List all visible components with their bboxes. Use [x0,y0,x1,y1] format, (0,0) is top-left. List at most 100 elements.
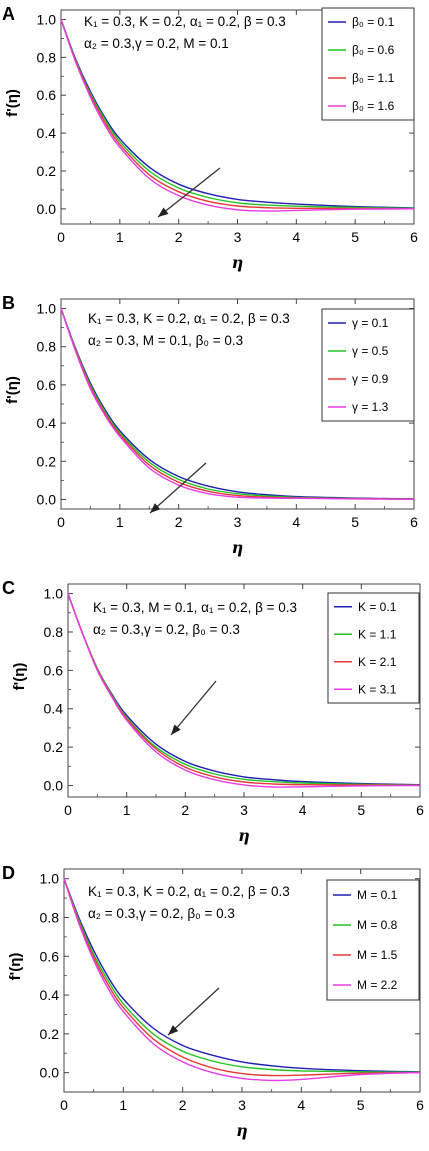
legend-entry: M = 0.8 [357,918,398,932]
y-tick-label: 0.8 [37,339,57,355]
parameter-annotation: α₂ = 0.3,γ = 0.2, M = 0.1 [84,36,229,51]
legend-entry: M = 1.5 [357,948,398,962]
series-line-1 [63,878,421,1073]
series-line-1 [60,308,415,500]
y-tick-label: 0.2 [37,453,57,469]
legend-entry: β₀ = 1.6 [352,99,395,113]
x-axis-label: η [236,1121,248,1140]
y-tick-label: 0.2 [44,739,64,755]
legend-entry: K = 0.1 [358,600,397,614]
legend-box [326,879,420,1001]
parameter-annotation: α₂ = 0.3,γ = 0.2, β₀ = 0.3 [93,622,240,637]
x-tick-label: 6 [410,229,418,245]
x-tick-label: 1 [116,229,124,245]
panel-d: D 0.0 0.2 0.4 0.6 0.8 1.0 0 1 2 3 4 5 6 η f'(η) K₁ = 0.3… [2,863,424,1140]
legend-box [321,308,415,422]
x-tick-label: 2 [175,514,183,530]
y-tick-label: 1.0 [37,301,57,317]
y-tick-label: 0.4 [40,987,60,1003]
y-tick-label: 0.2 [40,1026,60,1042]
x-tick-label: 4 [297,1097,305,1113]
x-tick-label: 0 [57,514,65,530]
legend-entry: β₀ = 0.1 [352,15,395,29]
y-tick-label: 0.4 [37,415,57,431]
y-axis-label: f'(η) [7,953,24,981]
legend-box [327,592,420,704]
y-tick-label: 1.0 [44,586,64,602]
legend-entry: M = 0.1 [357,888,398,902]
x-tick-label: 1 [116,514,124,530]
y-tick-label: 1.0 [37,11,57,27]
x-tick-label: 5 [351,229,359,245]
trend-arrowhead [150,503,161,513]
series-line-1 [60,19,415,209]
y-axis-label: f'(η) [4,376,21,404]
y-tick-label: 0.6 [37,377,57,393]
legend-entry: γ = 0.1 [352,316,389,330]
x-tick-label: 4 [292,514,300,530]
legend: M = 0.1 M = 0.8 M = 1.5 M = 2.2 [326,879,420,1001]
legend-entry: K = 1.1 [358,627,397,641]
trend-arrow [149,462,207,514]
y-axis-label: f'(η) [4,89,21,117]
trend-arrowhead [171,724,181,735]
parameter-annotation: α₂ = 0.3,γ = 0.2, β₀ = 0.3 [88,906,235,921]
legend-entry: β₀ = 1.1 [352,71,395,85]
parameter-annotation: K₁ = 0.3, K = 0.2, α₁ = 0.2, β = 0.3 [88,311,290,326]
trend-arrow [167,987,220,1036]
legend-entry: K = 3.1 [358,682,397,696]
y-tick-label: 0.8 [40,909,60,925]
parameter-annotation: K₁ = 0.3, K = 0.2, α₁ = 0.2, β = 0.3 [84,14,286,29]
x-axis-label: η [232,538,244,557]
series-line-4 [67,593,421,788]
legend: β₀ = 0.1 β₀ = 0.6 β₀ = 1.1 β₀ = 1.6 [321,7,415,121]
legend-entry: γ = 0.5 [352,344,389,358]
x-tick-label: 1 [119,1097,127,1113]
x-tick-label: 5 [357,1097,365,1113]
parameter-annotation: K₁ = 0.3, M = 0.1, α₁ = 0.2, β = 0.3 [93,600,297,615]
legend: γ = 0.1 γ = 0.5 γ = 0.9 γ = 1.3 [321,308,415,422]
x-tick-label: 2 [181,802,189,818]
x-tick-label: 6 [416,802,424,818]
x-tick-label: 5 [357,802,365,818]
x-tick-label: 3 [234,514,242,530]
x-tick-label: 1 [123,802,131,818]
y-tick-label: 0.0 [37,201,57,217]
y-tick-label: 0.8 [44,624,64,640]
panel-a: A 0.0 0.2 0.4 0.6 0.8 1.0 0 1 2 3 4 5 6 η f'(η) K₁ = 0.3… [2,4,418,272]
series-line-3 [63,878,421,1077]
panel-letter: D [2,863,15,883]
panel-letter: A [2,4,15,24]
x-tick-label: 3 [234,229,242,245]
legend-entry: M = 2.2 [357,978,398,992]
x-tick-label: 6 [410,514,418,530]
y-tick-label: 0.0 [37,491,57,507]
legend-entry: γ = 1.3 [352,400,389,414]
y-tick-label: 0.4 [37,125,57,141]
x-tick-label: 4 [299,802,307,818]
x-tick-label: 3 [238,1097,246,1113]
y-tick-label: 0.6 [44,662,64,678]
parameter-annotation: K₁ = 0.3, K = 0.2, α₁ = 0.2, β = 0.3 [88,884,290,899]
legend: K = 0.1 K = 1.1 K = 2.1 K = 3.1 [327,592,420,704]
series-line-4 [60,19,415,212]
y-tick-label: 0.8 [37,49,57,65]
series-line-4 [60,308,415,500]
trend-arrowhead [168,1025,179,1035]
trend-arrow [157,167,221,218]
legend-entry: γ = 0.9 [352,372,389,386]
legend-entry: K = 2.1 [358,655,397,669]
legend-box [321,7,415,121]
parameter-annotation: α₂ = 0.3, M = 0.1, β₀ = 0.3 [88,333,243,348]
x-tick-label: 5 [351,514,359,530]
y-tick-label: 0.0 [40,1065,60,1081]
series-line-2 [60,19,415,209]
panel-letter: B [2,293,15,313]
y-tick-label: 0.2 [37,163,57,179]
y-tick-label: 0.0 [44,777,64,793]
x-tick-label: 0 [57,229,65,245]
x-axis-label: η [238,826,250,845]
x-tick-label: 4 [292,229,300,245]
panel-letter: C [2,578,15,598]
